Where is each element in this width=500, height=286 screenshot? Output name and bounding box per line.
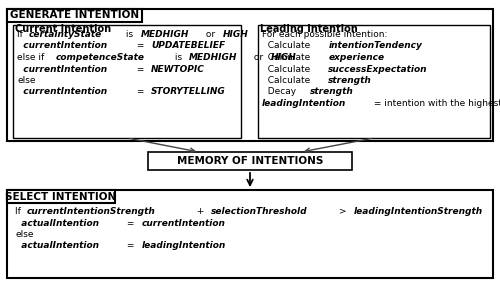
Text: If: If [15,207,24,216]
Text: If: If [17,30,26,39]
Text: actualIntention: actualIntention [15,241,99,251]
Text: strength: strength [328,76,372,85]
Text: certaintyState: certaintyState [28,30,102,39]
Text: =: = [134,65,147,74]
Text: currentIntention: currentIntention [17,65,107,74]
Text: strength: strength [310,88,354,96]
Text: MEDHIGH: MEDHIGH [188,53,237,62]
Text: leadingIntention: leadingIntention [142,241,226,251]
Text: =: = [134,88,147,96]
Text: MEMORY OF INTENTIONS: MEMORY OF INTENTIONS [177,156,323,166]
Bar [13,25,241,138]
Text: else: else [15,230,34,239]
Text: HIGH: HIGH [222,30,248,39]
Text: SELECT INTENTION: SELECT INTENTION [6,192,116,202]
Text: UPDATEBELIEF: UPDATEBELIEF [152,41,226,51]
Text: currentIntention: currentIntention [17,88,107,96]
Text: Calculate: Calculate [262,76,313,85]
Text: Decay: Decay [262,88,299,96]
Bar [7,9,493,141]
Bar [148,152,352,170]
Text: +: + [194,207,207,216]
Text: HIGH: HIGH [271,53,296,62]
Text: successExpectation: successExpectation [328,65,428,74]
Text: leadingIntentionStrength: leadingIntentionStrength [354,207,483,216]
Text: actualIntention: actualIntention [15,219,99,227]
Text: else: else [17,76,36,85]
Bar [7,190,115,203]
Text: Calculate: Calculate [262,65,313,74]
Text: selectionThreshold: selectionThreshold [211,207,308,216]
Text: =: = [124,219,138,227]
Text: competenceState: competenceState [56,53,145,62]
Text: GENERATE INTENTION: GENERATE INTENTION [10,11,139,21]
Text: Calculate: Calculate [262,41,313,51]
Text: =: = [124,241,138,251]
Text: intentionTendency: intentionTendency [328,41,422,51]
Bar [7,9,142,22]
Text: experience: experience [328,53,384,62]
Text: MEDHIGH: MEDHIGH [140,30,189,39]
Text: >: > [336,207,349,216]
Text: STORYTELLING: STORYTELLING [152,88,226,96]
Text: = intention with the highest strength: = intention with the highest strength [372,99,500,108]
Text: For each possible intention:: For each possible intention: [262,30,388,39]
Text: is: is [124,30,136,39]
Text: or: or [252,53,266,62]
Text: =: = [134,41,147,51]
Text: else if: else if [17,53,47,62]
Text: leadingIntention: leadingIntention [262,99,346,108]
Bar [258,25,490,138]
Text: currentIntention: currentIntention [17,41,107,51]
Text: is: is [172,53,184,62]
Text: currentIntentionStrength: currentIntentionStrength [26,207,155,216]
Text: Leading Intention: Leading Intention [260,24,358,34]
Text: Current Intention: Current Intention [15,24,111,34]
Text: Calculate: Calculate [262,53,313,62]
Bar [7,190,493,278]
Text: currentIntention: currentIntention [142,219,225,227]
Text: NEWTOPIC: NEWTOPIC [152,65,205,74]
Text: or: or [203,30,218,39]
